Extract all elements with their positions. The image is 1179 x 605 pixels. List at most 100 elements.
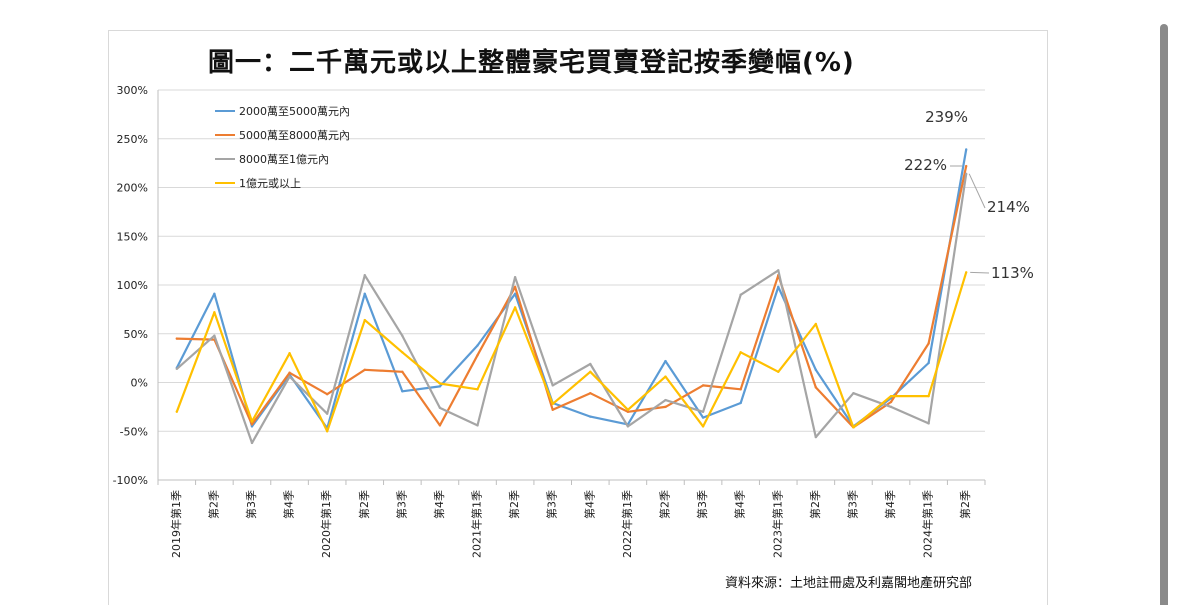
- data-label: 222%: [904, 156, 947, 174]
- data-point: [739, 293, 742, 296]
- legend-label: 1億元或以上: [239, 177, 301, 190]
- x-tick-label: 第2季: [808, 490, 822, 519]
- data-label: 239%: [925, 108, 968, 126]
- data-point: [513, 292, 517, 295]
- data-point: [250, 425, 254, 428]
- data-point: [288, 371, 291, 374]
- data-point: [175, 410, 178, 413]
- data-point: [325, 430, 329, 433]
- y-tick-label: 250%: [117, 133, 148, 146]
- x-tick-label: 2024年第1季: [921, 490, 935, 558]
- x-tick-label: 2021年第1季: [470, 490, 484, 558]
- data-point: [250, 441, 254, 445]
- data-point: [250, 423, 254, 426]
- x-tick-label: 第3季: [695, 490, 709, 519]
- x-tick-label: 第3季: [394, 490, 408, 519]
- data-point: [476, 344, 479, 347]
- data-point: [513, 276, 517, 279]
- data-point: [213, 292, 216, 295]
- data-point: [664, 375, 667, 378]
- x-tick-label: 第3季: [845, 490, 859, 519]
- x-tick-label: 第2季: [657, 490, 671, 519]
- data-point: [664, 405, 667, 409]
- data-point: [476, 388, 479, 391]
- annotation-leader: [970, 271, 990, 274]
- data-point: [363, 368, 366, 372]
- data-point: [401, 390, 404, 393]
- data-point: [589, 392, 592, 395]
- data-point: [701, 384, 705, 387]
- y-tick-label: -100%: [113, 474, 148, 487]
- data-point: [927, 394, 930, 398]
- data-label: 214%: [987, 198, 1030, 216]
- x-tick-label: 第2季: [958, 490, 972, 519]
- x-tick-label: 第4季: [432, 490, 446, 519]
- data-point: [288, 352, 291, 355]
- data-point: [438, 424, 442, 427]
- y-tick-label: 100%: [117, 279, 148, 292]
- data-point: [438, 385, 442, 388]
- data-point: [401, 334, 404, 337]
- data-point: [814, 368, 818, 372]
- series-line: [176, 165, 968, 429]
- data-point: [927, 342, 930, 345]
- y-tick-label: 0%: [131, 377, 148, 390]
- data-point: [889, 405, 893, 409]
- data-point: [438, 382, 442, 385]
- series-line: [175, 149, 968, 430]
- series-line: [175, 271, 968, 433]
- data-point: [777, 370, 780, 373]
- y-tick-label: 150%: [117, 230, 148, 243]
- data-point: [363, 318, 366, 322]
- data-point: [626, 408, 630, 411]
- data-point: [589, 362, 592, 366]
- data-point: [363, 274, 366, 277]
- data-point: [476, 354, 479, 357]
- y-tick-label: 50%: [124, 328, 148, 341]
- data-point: [701, 416, 705, 419]
- data-point: [965, 271, 968, 274]
- data-point: [513, 306, 517, 309]
- x-tick-label: 第3季: [244, 490, 258, 519]
- chart-title: 圖一：二千萬元或以上整體豪宅買賣登記按季變幅(%): [208, 48, 855, 78]
- data-point: [325, 393, 329, 396]
- data-point: [551, 408, 554, 411]
- annotation-leader: [968, 173, 986, 209]
- x-tick-label: 第4季: [883, 490, 897, 519]
- data-point: [401, 370, 404, 373]
- data-point: [889, 394, 893, 398]
- data-point: [701, 410, 705, 413]
- data-point: [889, 400, 893, 404]
- data-point: [626, 410, 630, 413]
- legend-label: 2000萬至5000萬元內: [239, 105, 350, 118]
- x-tick-label: 第2季: [357, 490, 371, 519]
- data-point: [626, 425, 630, 428]
- legend-label: 5000萬至8000萬元內: [239, 129, 350, 142]
- x-tick-label: 2019年第1季: [169, 490, 183, 558]
- data-point: [551, 384, 554, 387]
- data-point: [777, 269, 780, 272]
- data-point: [814, 435, 818, 439]
- data-point: [288, 375, 291, 378]
- x-tick-label: 第2季: [206, 490, 220, 519]
- data-point: [965, 164, 968, 168]
- x-tick-label: 第3季: [545, 490, 559, 519]
- legend-label: 8000萬至1億元內: [239, 153, 329, 166]
- data-point: [664, 398, 667, 402]
- chart-card: [108, 30, 1048, 605]
- data-point: [814, 386, 818, 389]
- data-point: [739, 388, 742, 391]
- data-point: [664, 359, 667, 363]
- vertical-scrollbar[interactable]: [1160, 24, 1168, 605]
- data-point: [739, 351, 742, 354]
- data-point: [814, 322, 818, 326]
- data-point: [551, 402, 554, 406]
- data-point: [325, 412, 329, 415]
- data-point: [213, 311, 216, 314]
- data-point: [513, 285, 517, 289]
- x-tick-label: 第4季: [582, 490, 596, 519]
- data-point: [213, 334, 216, 337]
- data-point: [363, 292, 366, 295]
- source-note: 資料來源：土地註冊處及利嘉閣地產研究部: [725, 576, 973, 591]
- data-point: [852, 426, 855, 429]
